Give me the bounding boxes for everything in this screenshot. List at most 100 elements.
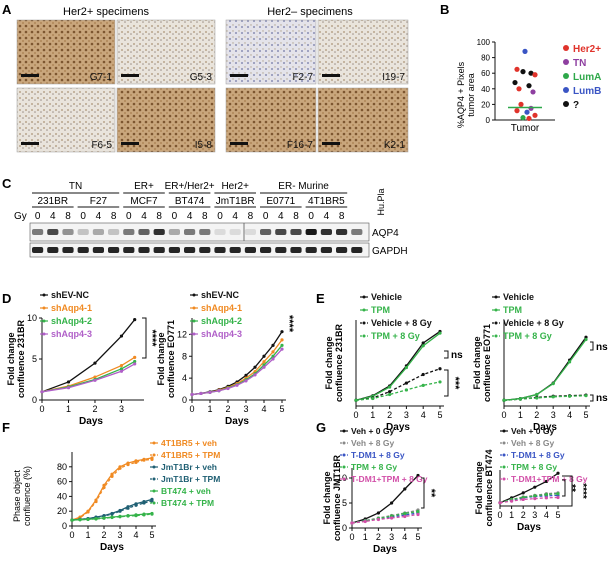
scale-bar — [322, 142, 340, 145]
series-line — [351, 513, 419, 524]
b-scatter-chart: 0 20 40 60 80 100 — [477, 38, 555, 125]
legend-label: Veh + 8 Gy — [511, 438, 555, 448]
x-axis-label: Days — [373, 544, 397, 555]
x-tick-label: 4 — [567, 410, 572, 420]
y-tick-label: 12 — [177, 329, 187, 339]
x-tick-label: 5 — [149, 530, 154, 540]
ihc-image — [225, 19, 317, 85]
data-point — [86, 517, 90, 521]
data-point — [568, 394, 572, 398]
data-point — [93, 361, 97, 365]
x-tick-label: 1 — [207, 404, 212, 414]
y-axis-label: Fold change — [156, 332, 166, 385]
f-ylabel-line2: confluence (%) — [22, 466, 32, 526]
series-line — [355, 381, 441, 401]
panel-e-letter: E — [316, 291, 325, 306]
ihc-image — [116, 19, 216, 85]
b-data-point — [520, 115, 526, 121]
legend-label: T-DM1+TPM + 8 Gy — [351, 474, 428, 484]
x-tick-label: 3 — [404, 410, 409, 420]
legend-marker — [502, 465, 506, 469]
c-aqp4-band — [214, 229, 226, 235]
c-dose-label: 8 — [111, 211, 117, 222]
data-point — [119, 369, 124, 373]
image-label: G5-3 — [190, 72, 213, 83]
data-point — [403, 511, 407, 516]
data-point — [253, 373, 257, 377]
sig-label: ns — [596, 342, 608, 353]
legend-label: JmT1Br + TPM — [161, 474, 220, 484]
series-line — [503, 339, 587, 401]
y-tick-label: 5 — [32, 354, 37, 364]
data-point — [134, 514, 138, 518]
x-axis-label: Days — [225, 416, 249, 427]
data-point — [271, 357, 275, 361]
y-tick-label: 8 — [182, 351, 187, 361]
series-line — [503, 395, 587, 401]
data-point — [262, 354, 266, 358]
legend-label: shAqp4-2 — [51, 316, 92, 326]
x-tick-label: 2 — [534, 410, 539, 420]
c-cell-line-label: MCF7 — [130, 196, 158, 207]
panel-g-letter: G — [316, 420, 326, 435]
data-point — [134, 460, 138, 464]
c-gapdh-band — [108, 247, 120, 253]
c-aqp4-band — [138, 229, 150, 235]
c-dose-label: 8 — [202, 211, 208, 222]
x-tick-label: 1 — [518, 410, 523, 420]
panel-c-letter: C — [2, 176, 12, 191]
data-point — [416, 512, 420, 517]
c-aqp4-band — [244, 229, 256, 235]
c-group-label: ER- Murine — [278, 181, 329, 192]
data-point — [217, 389, 221, 393]
data-point — [133, 359, 137, 364]
x-tick-label: 3 — [389, 532, 394, 542]
legend-marker — [494, 295, 498, 299]
group-label-her2-pos: Her2+ specimens — [63, 6, 149, 18]
legend-label: TPM — [371, 305, 390, 315]
data-point — [119, 334, 124, 338]
c-gapdh-band — [305, 247, 317, 253]
data-point — [110, 512, 114, 516]
c-gapdh-band — [184, 247, 196, 253]
data-point — [404, 388, 408, 392]
legend-marker — [152, 465, 156, 469]
image-label: F16-7 — [287, 140, 314, 151]
c-dose-label: 8 — [65, 211, 71, 222]
c-gapdh-band — [32, 247, 44, 253]
y-axis-label: confluence EO771 — [166, 320, 176, 398]
x-tick-label: 0 — [353, 410, 358, 420]
series-line — [71, 457, 153, 521]
y-axis-label: confluence JMT1BR — [332, 454, 342, 541]
panel-a: A Her2+ specimens Her2– specimens G7-1 G5… — [2, 2, 409, 153]
c-cell-line-label: F27 — [90, 196, 108, 207]
y-tick-label: 5 — [342, 498, 347, 508]
data-point — [280, 330, 284, 334]
x-tick-label: 3 — [119, 404, 124, 414]
x-tick-label: 2 — [376, 532, 381, 542]
sig-label: *** — [449, 377, 461, 391]
sig-bracket — [421, 477, 425, 509]
x-tick-label: 4 — [133, 530, 138, 540]
series-line — [71, 458, 153, 521]
b-y-tick-label: 40 — [481, 85, 490, 94]
legend-label: TPM + 8 Gy — [371, 331, 420, 341]
data-point — [280, 347, 284, 351]
data-point — [388, 392, 392, 397]
data-point — [93, 375, 97, 379]
legend-marker — [502, 453, 506, 457]
data-point — [533, 485, 537, 489]
c-aqp4-band — [168, 229, 180, 235]
x-tick-label: 5 — [555, 510, 560, 520]
c-gy-label: Gy — [14, 211, 27, 222]
b-legend-dot — [563, 87, 569, 93]
legend-marker — [192, 319, 196, 323]
data-point — [544, 492, 549, 497]
data-point — [118, 509, 122, 513]
b-legend-label: TN — [573, 58, 586, 69]
c-aqp4-band — [108, 229, 120, 235]
y-tick-label: 0 — [32, 395, 37, 405]
c-aqp4-band — [199, 229, 211, 235]
c-dose-label: 4 — [141, 211, 147, 222]
